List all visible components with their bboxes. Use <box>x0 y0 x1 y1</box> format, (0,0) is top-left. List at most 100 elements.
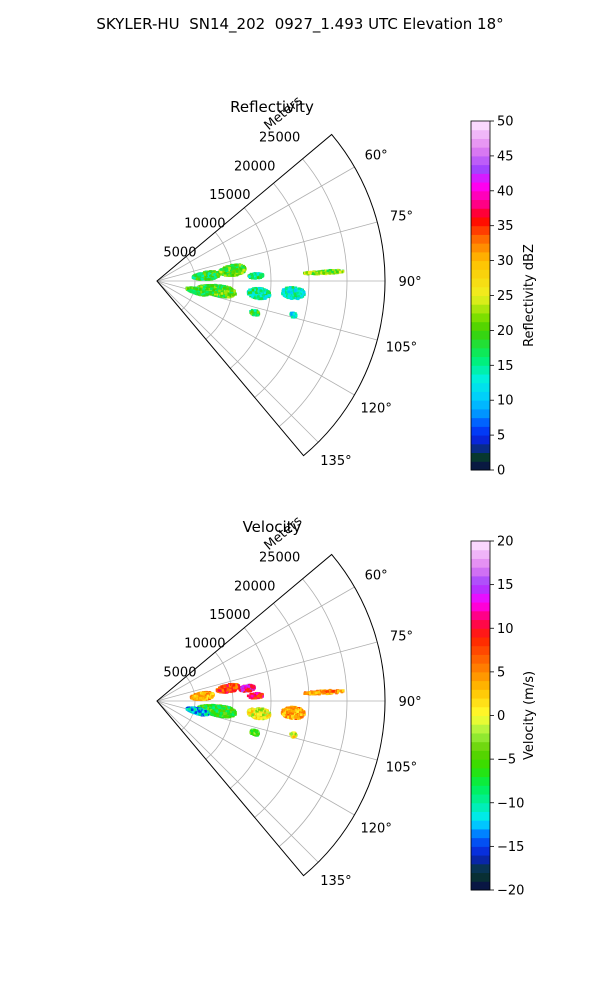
colorbar-segment <box>471 391 490 401</box>
echo-cell <box>249 291 253 294</box>
echo-cell <box>218 272 222 275</box>
echo-cell <box>254 310 257 314</box>
echo-cell <box>255 314 258 317</box>
echo-cell <box>226 688 230 691</box>
echo-cell <box>247 291 251 295</box>
echo-cell <box>227 271 230 275</box>
echo-cell <box>318 271 322 275</box>
echo-cell <box>231 685 235 689</box>
sector-outline <box>156 133 386 457</box>
echo-cell <box>259 295 263 299</box>
echo-cell <box>220 292 224 295</box>
echo-cell <box>254 274 258 277</box>
echo-cell <box>250 688 253 691</box>
echo-cell <box>259 273 263 277</box>
echo-cell <box>233 266 237 270</box>
colorbar-segment <box>471 216 490 227</box>
echo-cell <box>252 272 256 275</box>
echo-cell <box>235 266 239 270</box>
echo-cell <box>222 294 225 298</box>
echo-cell <box>191 695 195 699</box>
echo-cell <box>256 310 260 314</box>
echo-cell <box>225 269 229 273</box>
echo-cell <box>287 295 291 298</box>
range-ring <box>230 627 272 789</box>
echo-cell <box>206 288 209 291</box>
azimuth-gridline <box>156 586 355 702</box>
echo-cell <box>210 284 213 287</box>
echo-cell <box>189 287 192 291</box>
echo-cell <box>297 294 300 298</box>
echo-cell <box>233 289 236 293</box>
echo-cell <box>294 314 298 317</box>
echo-cell <box>248 695 252 699</box>
colorbar-segment <box>471 426 490 436</box>
echo-cell <box>222 268 225 272</box>
colorbar-segment <box>471 286 490 296</box>
echo-cell <box>241 267 245 270</box>
colorbar-tick-label: 5 <box>497 429 505 444</box>
echo-cell <box>224 293 228 296</box>
echo-cell <box>220 268 223 271</box>
colorbar-tick-label: 20 <box>497 324 514 339</box>
echo-cell <box>331 269 335 272</box>
colorbar-segment <box>471 278 490 288</box>
echo-cell <box>252 688 255 691</box>
echo-cell <box>257 289 260 293</box>
echo-cell <box>242 690 246 693</box>
echo-cell <box>313 272 316 276</box>
radial-tick-label: 5000 <box>163 245 196 260</box>
echo-cell <box>205 293 209 296</box>
azimuth-tick-label: 120° <box>361 402 392 417</box>
echo-cell <box>211 277 214 280</box>
echo-cell <box>252 312 255 316</box>
echo-cell <box>224 291 227 295</box>
echo-cell <box>232 265 236 268</box>
echo-cell <box>248 275 251 278</box>
echo-cell <box>262 296 266 300</box>
echo-cell <box>232 270 236 274</box>
echo-cell <box>197 692 200 695</box>
echo-cell <box>302 291 306 294</box>
echo-cell <box>237 685 241 689</box>
echo-cell <box>195 289 198 293</box>
echo-cell <box>212 289 215 292</box>
echo-cell <box>211 271 214 275</box>
colorbar-segment <box>471 461 490 471</box>
echo-cell <box>252 696 256 700</box>
echo-cell <box>219 287 223 290</box>
echo-cell <box>258 297 261 300</box>
colorbar-segment <box>471 365 490 375</box>
echo-cell <box>249 689 252 693</box>
colorbar-tick-label: 30 <box>497 254 514 269</box>
echo-cell <box>291 288 294 291</box>
echo-cell <box>258 693 261 697</box>
echo-cell <box>256 296 259 300</box>
echo-cell <box>220 285 224 289</box>
colorbar-segment <box>471 138 490 148</box>
echo-cell <box>205 693 208 697</box>
echo-cell <box>230 287 233 291</box>
colorbar-segment <box>471 208 490 218</box>
colorbar-label: Reflectivity dBZ <box>522 244 537 347</box>
echo-cell <box>242 268 245 272</box>
echo-cell <box>190 289 193 292</box>
echo-cell <box>240 686 243 690</box>
echo-cell <box>287 288 291 292</box>
echo-cell <box>207 278 211 281</box>
colorbar-segment <box>471 269 490 279</box>
echo-cell <box>322 272 326 275</box>
colorbar-segment <box>471 251 490 262</box>
echo-cell <box>248 293 252 297</box>
echo-cell <box>215 293 219 297</box>
echo-cell <box>333 270 337 274</box>
echo-cell <box>254 296 258 300</box>
echo-cell <box>235 268 239 271</box>
radial-tick-label: 10000 <box>184 637 225 652</box>
echo-cell <box>194 277 197 280</box>
echo-cell <box>332 271 336 274</box>
echo-cell <box>251 275 254 279</box>
echo-cell <box>216 288 219 292</box>
echo-cell <box>229 688 232 692</box>
echo-cell <box>242 688 245 692</box>
